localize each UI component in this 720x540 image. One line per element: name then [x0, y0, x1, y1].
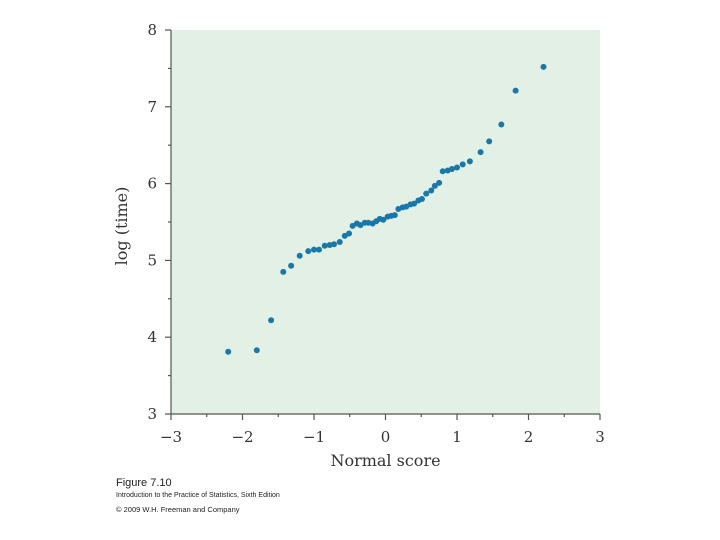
y-tick-label: 4 — [147, 328, 157, 346]
copyright-caption: © 2009 W.H. Freeman and Company — [116, 505, 240, 514]
data-point — [486, 138, 493, 145]
y-tick-label: 7 — [147, 98, 157, 116]
data-point — [305, 248, 312, 255]
y-tick-label: 6 — [147, 175, 157, 193]
y-tick-label: 5 — [147, 251, 157, 269]
x-tick-label: 1 — [452, 428, 462, 446]
data-point — [540, 63, 547, 70]
data-point — [418, 195, 425, 202]
data-point — [448, 166, 455, 173]
data-point — [331, 241, 338, 248]
y-tick-label: 8 — [147, 21, 157, 39]
figure-caption: Figure 7.10 — [116, 477, 172, 489]
data-point — [336, 238, 343, 245]
data-points — [225, 63, 547, 355]
x-tick-label: −1 — [303, 428, 325, 446]
x-axis-title: Normal score — [330, 451, 440, 470]
data-point — [431, 182, 438, 189]
data-point — [391, 212, 398, 219]
y-axis-title: log (time) — [112, 187, 131, 266]
data-point — [268, 317, 275, 324]
data-point — [423, 190, 430, 197]
book-title-caption: Introduction to the Practice of Statisti… — [116, 492, 280, 499]
data-point — [346, 230, 353, 237]
data-point — [316, 246, 323, 253]
x-tick-label: 0 — [381, 428, 391, 446]
data-point — [477, 149, 484, 156]
x-tick-label: 2 — [524, 428, 534, 446]
data-point — [459, 161, 466, 168]
x-tick-label: −3 — [160, 428, 182, 446]
data-point — [288, 262, 295, 269]
plot-area — [171, 30, 600, 414]
data-point — [253, 347, 260, 354]
data-point — [466, 158, 473, 165]
data-point — [498, 121, 505, 128]
x-tick-label: 3 — [595, 428, 605, 446]
data-point — [380, 216, 387, 223]
data-point — [311, 246, 317, 253]
axes: −3 −2 −1 0 1 2 3 3 4 5 6 7 8 — [147, 21, 604, 446]
data-point — [296, 252, 303, 259]
data-point — [439, 168, 446, 175]
y-tick-label: 3 — [147, 405, 157, 423]
data-point — [512, 87, 519, 94]
data-point — [321, 242, 328, 249]
data-point — [411, 200, 418, 207]
data-point — [225, 348, 232, 355]
data-point — [428, 187, 435, 194]
data-point — [436, 179, 443, 186]
x-tick-label: −2 — [231, 428, 253, 446]
data-point — [280, 268, 287, 275]
data-point — [454, 164, 460, 171]
